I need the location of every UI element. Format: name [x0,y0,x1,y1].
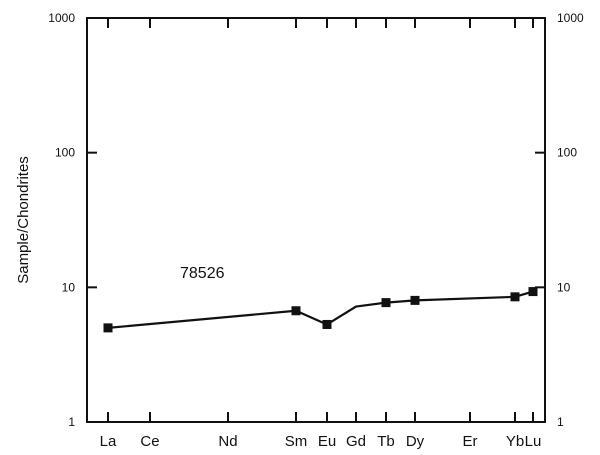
x-tick-label: Er [463,433,478,450]
y-axis-title: Sample/Chondrites [15,156,32,284]
x-tick-label: Ce [140,433,159,450]
data-point-Tb [381,298,391,308]
data-point-Sm [291,306,301,316]
y-tick-label-right: 1000 [557,11,584,25]
data-point-Dy [410,295,420,305]
x-tick-label: Yb [506,433,524,450]
x-tick-label: Tb [377,433,395,450]
plot-frame [86,17,546,423]
x-axis: La Ce Nd Sm Eu Gd Tb Dy Er Yb Lu [100,18,542,450]
series-path [107,290,534,329]
y-tick-label-left: 10 [62,280,76,294]
x-tick-label: Gd [346,433,366,450]
y-tick-label-right: 10 [557,280,571,294]
y-tick-label-right: 1 [557,415,564,429]
x-tick-label: La [100,433,117,450]
sample-annotation: 78526 [180,265,225,282]
series-line [103,287,538,333]
data-point-Lu [528,287,538,297]
y-tick-label-left: 1 [68,415,75,429]
data-point-La [103,323,113,333]
y-tick-label-right: 100 [557,146,577,160]
x-tick-label: Lu [525,433,542,450]
x-tick-label: Nd [218,433,237,450]
data-point-Eu [322,319,332,329]
data-point-Yb [510,292,520,302]
x-tick-label: Sm [285,433,308,450]
y-axis-right: 1 10 100 1000 [535,11,584,429]
y-axis-left: 1 10 100 1000 [48,11,97,429]
x-tick-label: Eu [318,433,336,450]
y-tick-label-left: 100 [55,146,75,160]
x-tick-label: Dy [406,433,425,450]
y-tick-label-left: 1000 [48,11,75,25]
